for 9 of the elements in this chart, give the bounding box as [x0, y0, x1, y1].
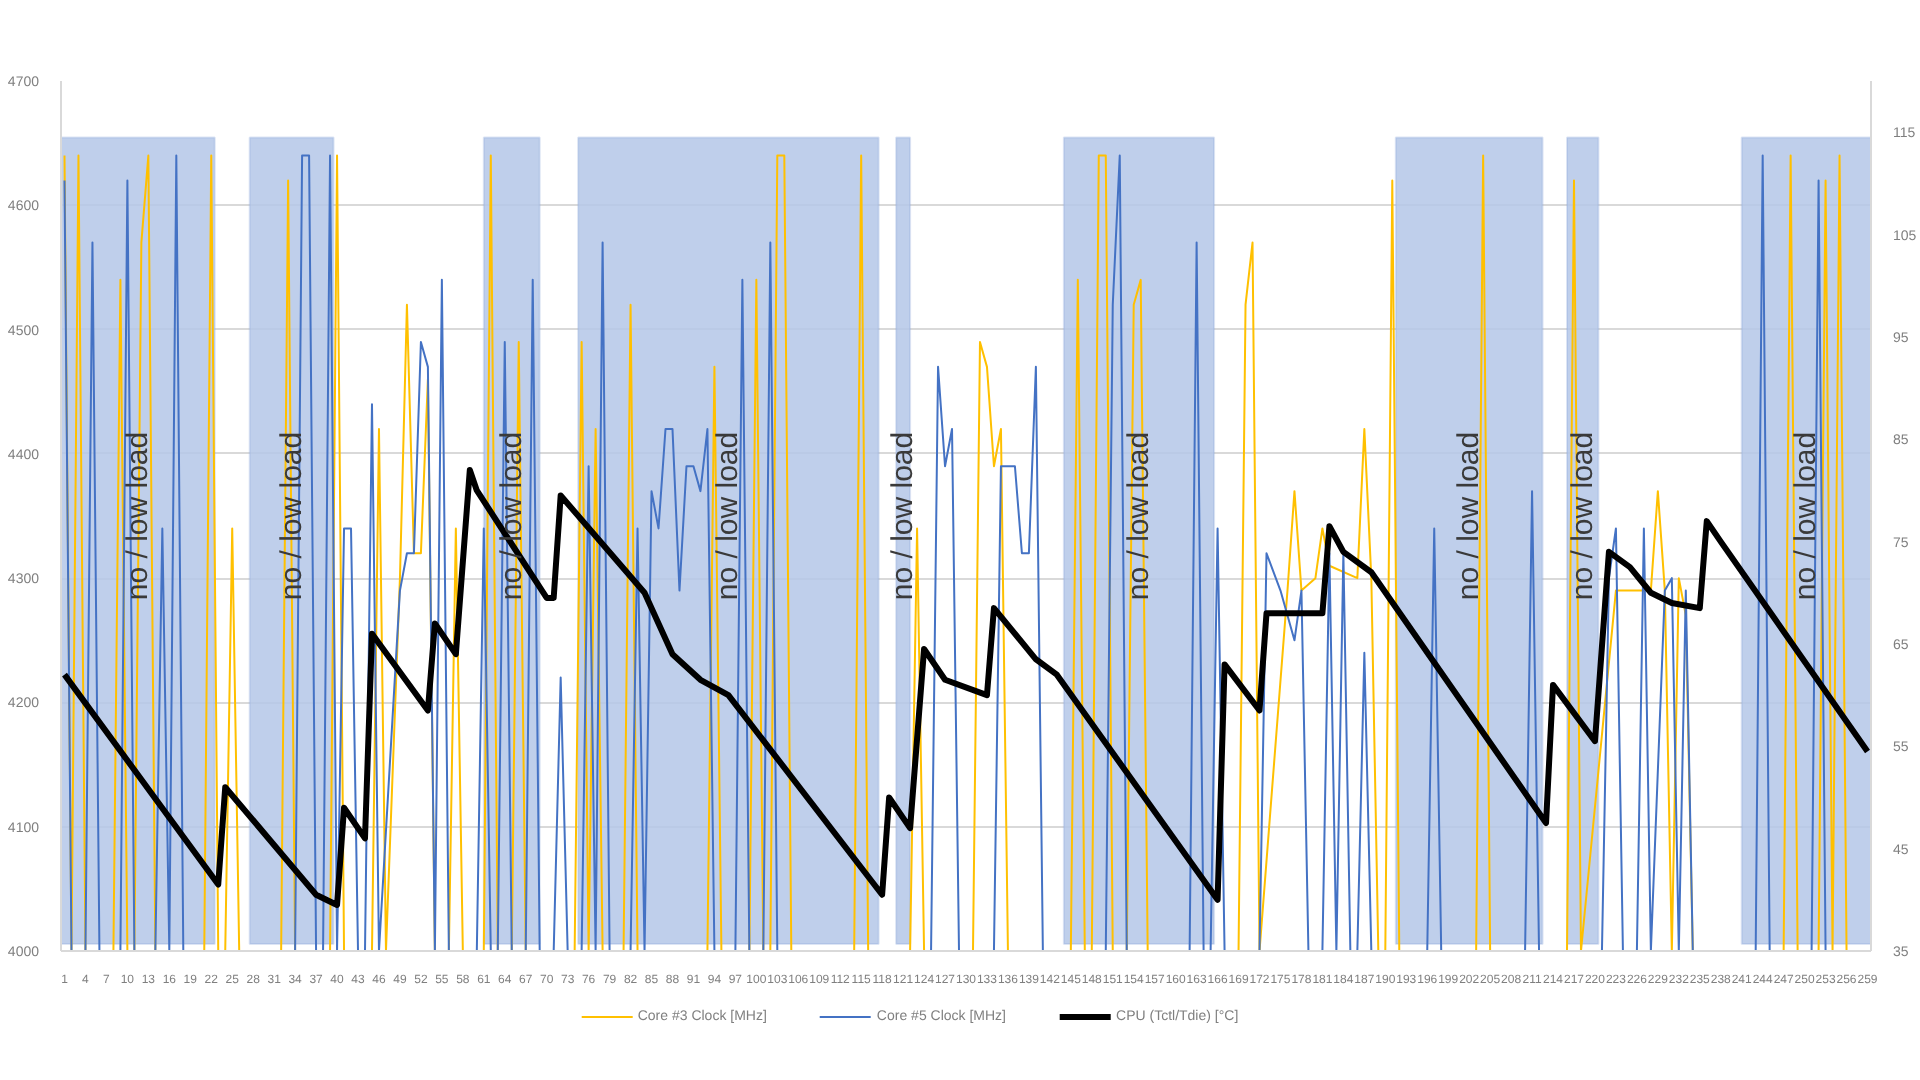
band-label: no / low load	[711, 431, 746, 601]
band-label: no / low load	[1789, 431, 1824, 601]
band-label: no / low load	[1452, 431, 1487, 601]
band-label: no / low load	[120, 431, 155, 601]
band-label: no / low load	[1565, 431, 1600, 601]
band-label: no / low load	[274, 431, 309, 601]
band-label: no / low load	[494, 431, 529, 601]
band-label: no / low load	[1121, 431, 1156, 601]
band-label: no / low load	[886, 431, 921, 601]
